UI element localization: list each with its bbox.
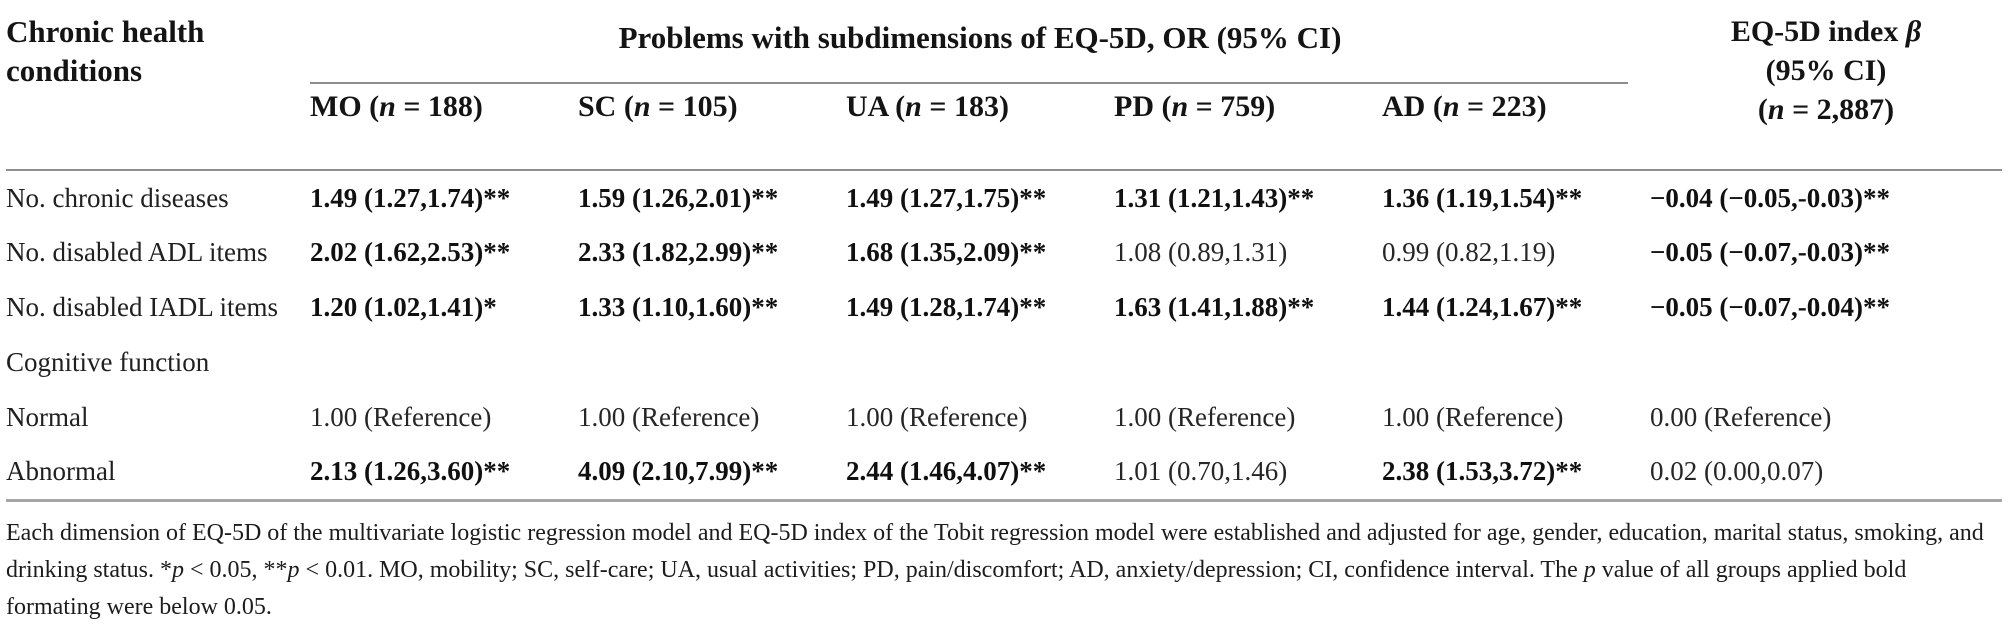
column-header-sc: SC (n = 105) [578, 84, 846, 171]
regression-results-table: Chronic health conditions Problems with … [6, 0, 2003, 502]
span-header-rule [310, 82, 1629, 84]
table-row: No. disabled IADL items 1.20 (1.02,1.41)*… [6, 280, 2002, 335]
table-cell: 1.20 (1.02,1.41)* [310, 292, 497, 322]
table-cell: 1.08 (0.89,1.31) [1114, 237, 1288, 267]
index-header-line-2: (95% CI) [1765, 54, 1887, 87]
table-cell [1114, 335, 1382, 390]
table-cell: 2.38 (1.53,3.72)** [1382, 445, 1651, 502]
table-cell: 1.36 (1.19,1.54)** [1382, 182, 1583, 213]
row-label: Abnormal [6, 445, 310, 502]
span-header-title: Problems with subdimensions of EQ-5D, OR… [618, 20, 1342, 55]
table-cell: 2.13 (1.26,3.60)** [310, 445, 578, 502]
table-row: No. disabled ADL items 2.02 (1.62,2.53)**… [6, 225, 2002, 280]
column-header-pd: PD (n = 759) [1114, 84, 1382, 171]
table-cell: 1.00 (Reference) [578, 402, 760, 432]
table-cell: 2.33 (1.82,2.99)** [578, 237, 779, 267]
table-cell: 1.00 (Reference) [310, 402, 492, 432]
table-cell: −0.05 (−0.07,-0.04)** [1650, 292, 1891, 322]
table-cell: 1.00 (Reference) [846, 402, 1028, 432]
table-row: Abnormal 2.13 (1.26,3.60)** 4.09 (2.10,7.9… [6, 445, 2003, 502]
column-header-mo: MO (n = 188) [310, 84, 578, 171]
table-cell: 2.02 (1.62,2.53)** [310, 237, 511, 267]
table-cell [846, 335, 1114, 390]
table-cell [578, 335, 846, 390]
row-dimension-header: Chronic health conditions [6, 0, 310, 171]
table-cell: 1.49 (1.27,1.75)** [846, 182, 1047, 213]
table-row: No. chronic diseases 1.49 (1.27,1.74)** 1.… [6, 170, 2002, 225]
table-cell: −0.05 (−0.07,-0.03)** [1650, 237, 1891, 267]
table-cell: 1.00 (Reference) [1382, 402, 1564, 432]
index-column-header: EQ-5D index β (95% CI) (n = 2,887) [1650, 0, 2003, 171]
row-label: No. chronic diseases [6, 182, 229, 213]
table-cell: 1.59 (1.26,2.01)** [578, 182, 779, 213]
table-cell: −0.04 (−0.05,-0.03)** [1650, 182, 1891, 213]
table-cell: 0.99 (0.82,1.19) [1382, 237, 1556, 267]
table-cell: 0.00 (Reference) [1650, 402, 1832, 432]
row-label: No. disabled ADL items [6, 237, 268, 267]
table-cell: 1.33 (1.10,1.60)** [578, 292, 779, 322]
row-label: Cognitive function [6, 347, 210, 377]
table-cell: 1.01 (0.70,1.46) [1114, 445, 1382, 502]
row-label: No. disabled IADL items [6, 292, 278, 322]
table-cell: 1.31 (1.21,1.43)** [1114, 182, 1315, 213]
table-cell [310, 335, 578, 390]
row-label: Normal [6, 402, 89, 432]
table-cell: 1.00 (Reference) [1114, 402, 1296, 432]
column-header-ua: UA (n = 183) [846, 84, 1114, 171]
table-cell: 2.44 (1.46,4.07)** [846, 445, 1114, 502]
table-body: No. chronic diseases 1.49 (1.27,1.74)** 1.… [6, 170, 2003, 502]
index-header-line-3: (n = 2,887) [1757, 93, 1895, 126]
table-cell: 4.09 (2.10,7.99)** [578, 445, 846, 502]
table-cell: 0.02 (0.00,0.07) [1650, 445, 2003, 502]
table-row: Normal 1.00 (Reference) 1.00 (Reference) 1.… [6, 390, 2002, 445]
table-header: Chronic health conditions Problems with … [6, 0, 2003, 171]
table-cell: 1.49 (1.28,1.74)** [846, 292, 1047, 322]
table-cell: 1.63 (1.41,1.88)** [1114, 292, 1315, 322]
index-header-line-1: EQ-5D index β [1730, 15, 1922, 48]
table-footnote: Each dimension of EQ-5D of the multivari… [6, 519, 1984, 620]
table-cell [1650, 335, 2002, 390]
table-row: Cognitive function [6, 335, 2002, 390]
table-cell: 1.68 (1.35,2.09)** [846, 237, 1047, 267]
table-cell: 1.44 (1.24,1.67)** [1382, 292, 1583, 322]
table-cell: 1.49 (1.27,1.74)** [310, 182, 511, 213]
span-header-cell: Problems with subdimensions of EQ-5D, OR… [310, 0, 1650, 84]
table-cell [1382, 335, 1650, 390]
column-header-ad: AD (n = 223) [1382, 84, 1651, 171]
